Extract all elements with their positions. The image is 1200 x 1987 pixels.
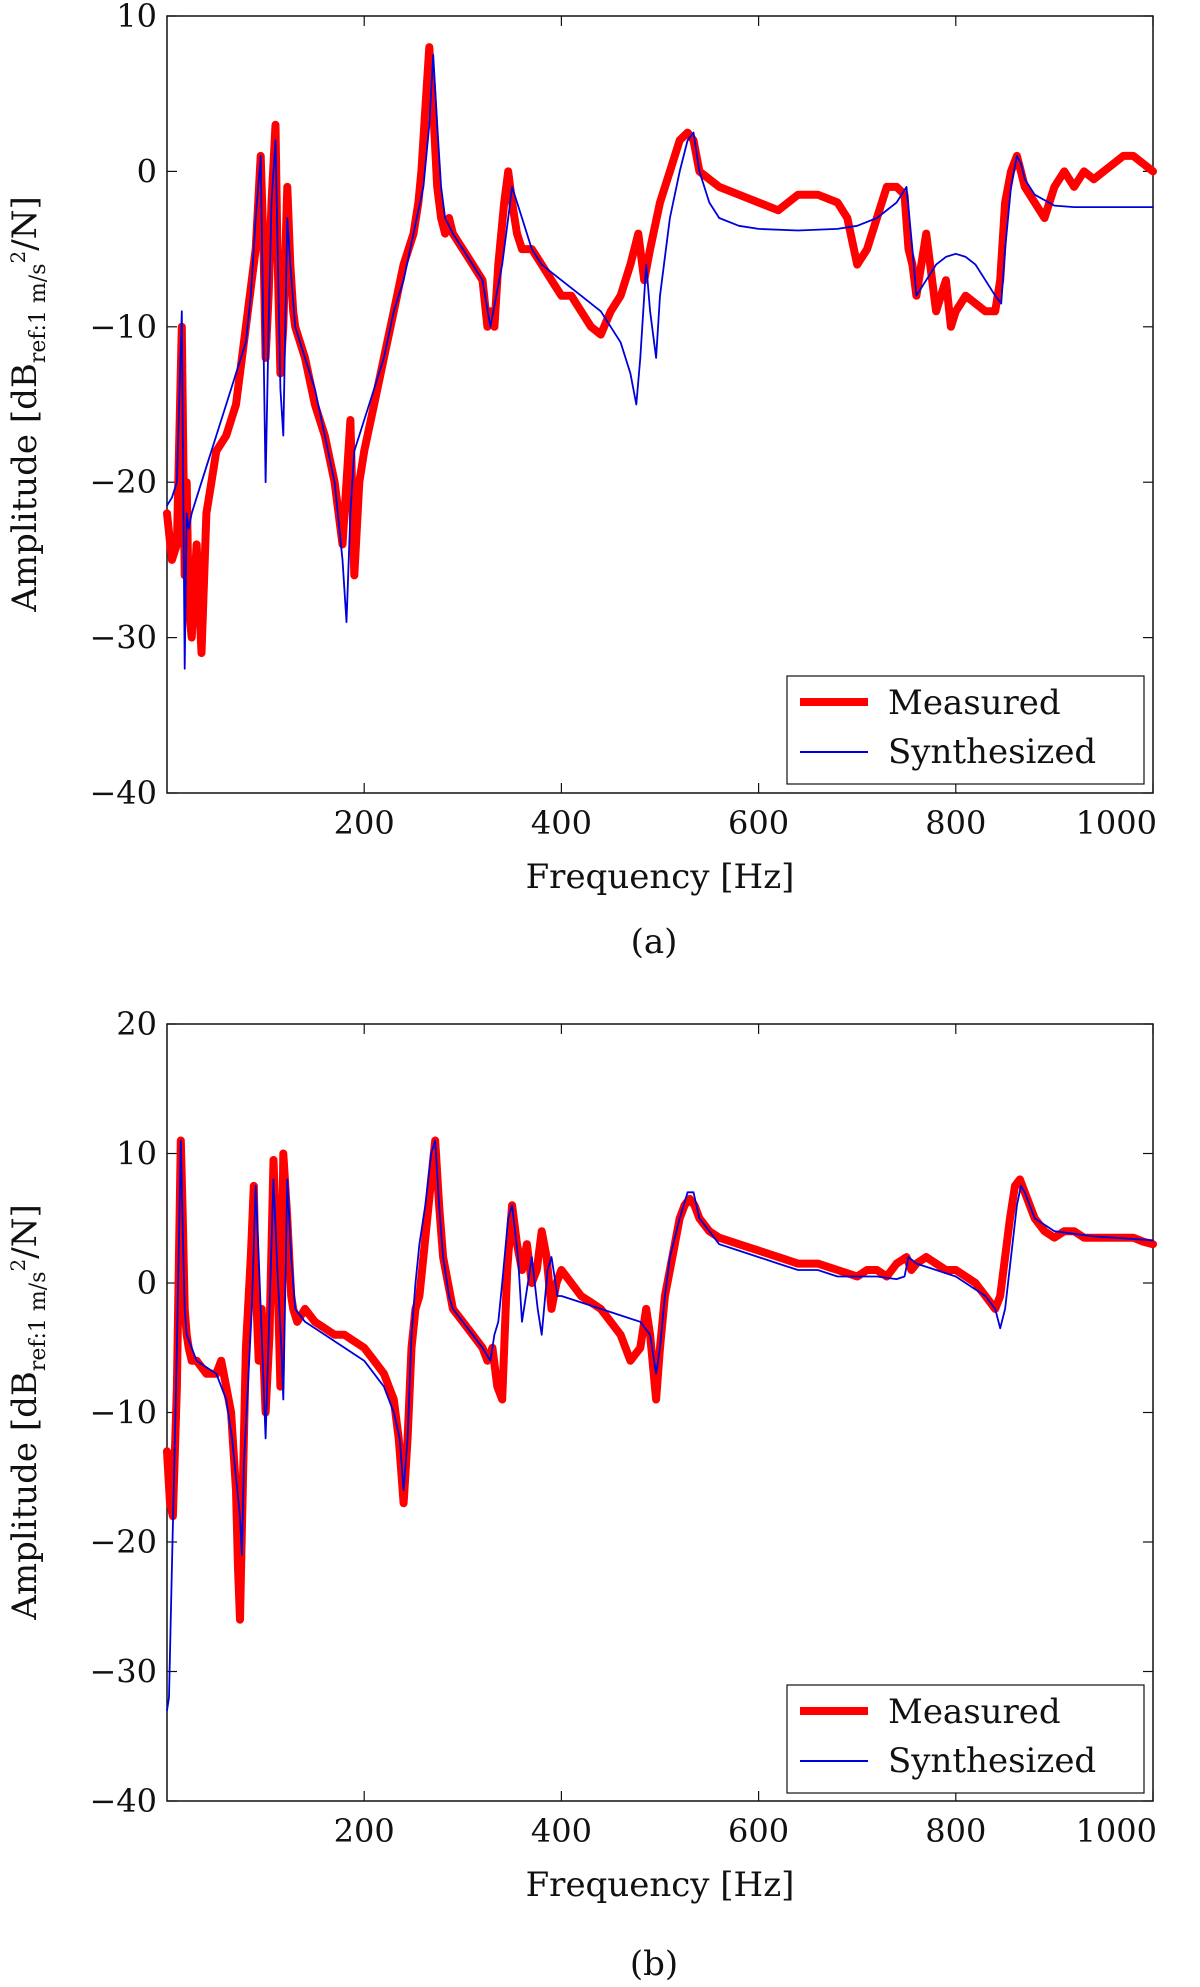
legend-box xyxy=(786,675,1145,785)
y-tick-label: −20 xyxy=(89,1523,157,1561)
x-tick-label: 200 xyxy=(334,804,395,842)
y-axis-label: Amplitude [dBref:1 m/s2/N] xyxy=(5,196,51,612)
y-tick-label: −30 xyxy=(89,619,157,657)
legend-label-measured: Measured xyxy=(888,683,1061,723)
legend: Measured Synthesized xyxy=(786,1684,1145,1794)
y-tick-label: 0 xyxy=(137,1264,157,1302)
y-tick-label: −40 xyxy=(89,1782,157,1820)
legend-label-synthesized: Synthesized xyxy=(888,732,1096,772)
y-tick-label: −10 xyxy=(89,1394,157,1432)
legend-label-measured: Measured xyxy=(888,1692,1061,1732)
y-axis-ticks: −40 −30 −20 −10 0 10 20 xyxy=(89,1005,1153,1820)
series-lines xyxy=(163,1136,1157,1712)
y-tick-label: 10 xyxy=(116,1135,157,1173)
legend-label-synthesized: Synthesized xyxy=(888,1741,1096,1781)
x-tick-label: 800 xyxy=(925,804,986,842)
x-tick-label: 400 xyxy=(531,1812,592,1850)
y-tick-label: −40 xyxy=(89,774,157,812)
chart-panel-b: −40 −30 −20 −10 0 10 20 200 400 600 800 1000 Frequ… xyxy=(5,1005,1157,1905)
caption-a: (a) xyxy=(631,922,678,962)
x-tick-label: 600 xyxy=(728,804,789,842)
x-tick-label: 1000 xyxy=(1076,804,1157,842)
x-tick-label: 400 xyxy=(531,804,592,842)
y-tick-label: −20 xyxy=(89,463,157,501)
x-tick-label: 800 xyxy=(925,1812,986,1850)
series-synthesized-line xyxy=(166,54,1154,670)
x-axis-ticks: 200 400 600 800 1000 xyxy=(334,1024,1157,1850)
x-tick-label: 200 xyxy=(334,1812,395,1850)
legend: Measured Synthesized xyxy=(786,675,1145,785)
legend-box xyxy=(786,1684,1145,1794)
x-axis-ticks: 200 400 600 800 1000 xyxy=(334,16,1157,842)
y-tick-label: 20 xyxy=(116,1005,157,1043)
plot-area-frame xyxy=(166,15,1154,794)
caption-b: (b) xyxy=(630,1944,678,1984)
y-tick-label: −10 xyxy=(89,308,157,346)
y-tick-label: 0 xyxy=(137,152,157,190)
chart-panel-a: −40 −30 −20 −10 0 10 200 400 600 800 1000 Frequen… xyxy=(5,0,1157,897)
y-axis-label: Amplitude [dBref:1 m/s2/N] xyxy=(5,1204,51,1620)
series-measured-line xyxy=(163,43,1157,658)
series-measured-line xyxy=(163,1136,1157,1624)
x-tick-label: 600 xyxy=(728,1812,789,1850)
series-lines xyxy=(163,43,1157,670)
y-tick-label: 10 xyxy=(116,0,157,35)
x-tick-label: 1000 xyxy=(1076,1812,1157,1850)
x-axis-label: Frequency [Hz] xyxy=(526,857,795,897)
series-synthesized-line xyxy=(166,1139,1154,1712)
y-tick-label: −30 xyxy=(89,1653,157,1691)
x-axis-label: Frequency [Hz] xyxy=(526,1865,795,1905)
